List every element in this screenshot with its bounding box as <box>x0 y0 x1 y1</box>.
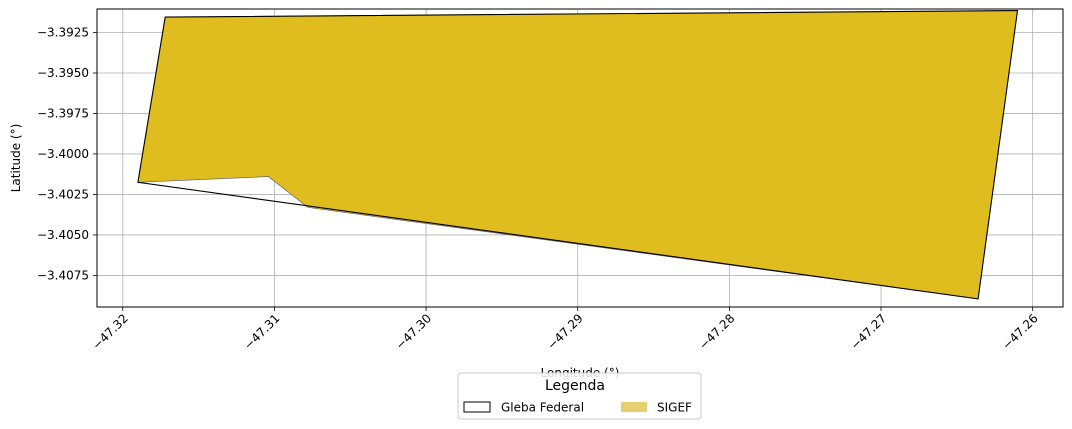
y-tick-label: −3.3975 <box>37 106 89 120</box>
legend-swatch-sigef <box>621 402 647 412</box>
y-tick-label: −3.4025 <box>37 187 89 201</box>
y-tick-label: −3.4050 <box>37 228 89 242</box>
y-tick-label: −3.3925 <box>37 25 89 39</box>
gleba-federal-boundary <box>137 10 1019 300</box>
legend: Legenda Gleba Federal SIGEF <box>457 372 702 420</box>
y-tick-label: −3.4075 <box>37 268 89 282</box>
legend-label-gleba-federal: Gleba Federal <box>501 401 584 415</box>
legend-label-sigef: SIGEF <box>657 401 692 415</box>
polygon-layer <box>137 10 1019 300</box>
y-tick-label: −3.3950 <box>37 66 89 80</box>
legend-swatch-gleba-federal <box>463 401 491 413</box>
y-axis-label: Latitude (°) <box>9 124 23 193</box>
y-axis-ticks: −3.3925 −3.3950 −3.3975 −3.4000 −3.4025 −3.40… <box>37 25 97 282</box>
legend-title: Legenda <box>545 378 605 394</box>
plot-frame <box>96 8 1064 308</box>
y-tick-label: −3.4000 <box>37 147 89 161</box>
